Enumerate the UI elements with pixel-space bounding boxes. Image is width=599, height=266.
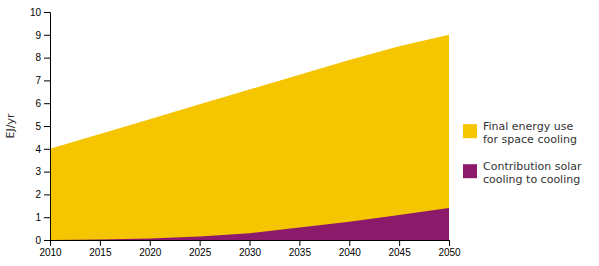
y-tick-mark xyxy=(44,217,50,218)
legend-swatch xyxy=(463,124,477,138)
y-tick: 1 xyxy=(35,212,50,223)
y-axis-label: EJ/yr xyxy=(4,113,17,138)
y-tick-mark xyxy=(44,172,50,173)
x-tick: 2035 xyxy=(289,240,312,258)
y-tick-label: 2 xyxy=(35,189,41,200)
x-tick-label: 2050 xyxy=(438,247,461,258)
x-tick-label: 2015 xyxy=(89,247,112,258)
plot: 2010 2015 2020 2025 2030 2035 2040 2045 2050 0 1 2 3… xyxy=(30,7,461,258)
area xyxy=(50,208,449,240)
x-tick-mark xyxy=(299,240,300,246)
x-tick-mark xyxy=(150,240,151,246)
x-tick-label: 2020 xyxy=(139,247,162,258)
chart: 2010 2015 2020 2025 2030 2035 2040 2045 2050 0 1 2 3… xyxy=(0,0,599,266)
y-tick-mark xyxy=(44,80,50,81)
y-tick: 0 xyxy=(35,235,50,246)
y-tick-label: 8 xyxy=(35,52,41,63)
x-tick: 2025 xyxy=(189,240,212,258)
x-tick: 2010 xyxy=(39,240,62,258)
x-tick-label: 2040 xyxy=(339,247,362,258)
y-tick: 8 xyxy=(35,52,50,63)
legend-label: Contribution solarcooling to cooling xyxy=(483,160,582,186)
y-axis-line xyxy=(44,13,51,241)
x-tick-mark xyxy=(250,240,251,246)
y-tick-label: 10 xyxy=(30,7,42,18)
x-tick-mark xyxy=(100,240,101,246)
y-tick-mark xyxy=(44,12,50,13)
x-tick-mark xyxy=(200,240,201,246)
y-axis: 0 1 2 3 4 5 6 7 8 9 10 xyxy=(30,7,51,246)
y-tick: 5 xyxy=(35,121,50,132)
y-tick: 10 xyxy=(30,7,50,18)
x-tick-label: 2045 xyxy=(389,247,412,258)
legend-item: Final energy usefor space cooling xyxy=(463,120,577,146)
areas xyxy=(50,35,449,240)
x-axis-line xyxy=(51,241,450,247)
y-tick-label: 4 xyxy=(35,144,41,155)
y-tick: 2 xyxy=(35,189,50,200)
y-tick-mark xyxy=(44,240,50,241)
y-tick-mark xyxy=(44,126,50,127)
y-tick-mark xyxy=(44,103,50,104)
area xyxy=(50,35,449,240)
x-tick: 2040 xyxy=(339,240,362,258)
legend-item: Contribution solarcooling to cooling xyxy=(463,160,582,186)
y-tick-label: 1 xyxy=(35,212,41,223)
y-tick: 3 xyxy=(35,166,50,177)
x-tick: 2015 xyxy=(89,240,112,258)
legend-swatch xyxy=(463,164,477,178)
y-tick: 9 xyxy=(35,30,50,41)
y-tick-mark xyxy=(44,149,50,150)
y-tick-label: 0 xyxy=(35,235,41,246)
x-axis: 2010 2015 2020 2025 2030 2035 2040 2045 2050 xyxy=(39,240,461,258)
x-tick-mark xyxy=(449,240,450,246)
y-tick-label: 7 xyxy=(35,75,41,86)
y-tick: 4 xyxy=(35,144,50,155)
x-tick: 2030 xyxy=(239,240,262,258)
x-tick: 2045 xyxy=(389,240,412,258)
y-tick-label: 3 xyxy=(35,166,41,177)
legend-label: Final energy usefor space cooling xyxy=(483,120,577,146)
y-tick-mark xyxy=(44,58,50,59)
x-tick-label: 2035 xyxy=(289,247,312,258)
y-tick-mark xyxy=(44,194,50,195)
y-tick-mark xyxy=(44,35,50,36)
x-tick-label: 2025 xyxy=(189,247,212,258)
legend: Final energy usefor space cooling Contrib… xyxy=(463,120,582,186)
x-tick-mark xyxy=(349,240,350,246)
x-tick-mark xyxy=(399,240,400,246)
y-tick-label: 9 xyxy=(35,30,41,41)
x-tick: 2050 xyxy=(438,240,461,258)
y-tick-label: 5 xyxy=(35,121,41,132)
y-tick: 6 xyxy=(35,98,50,109)
y-tick-label: 6 xyxy=(35,98,41,109)
x-tick-label: 2030 xyxy=(239,247,262,258)
x-tick: 2020 xyxy=(139,240,162,258)
x-tick-label: 2010 xyxy=(39,247,62,258)
y-tick: 7 xyxy=(35,75,50,86)
